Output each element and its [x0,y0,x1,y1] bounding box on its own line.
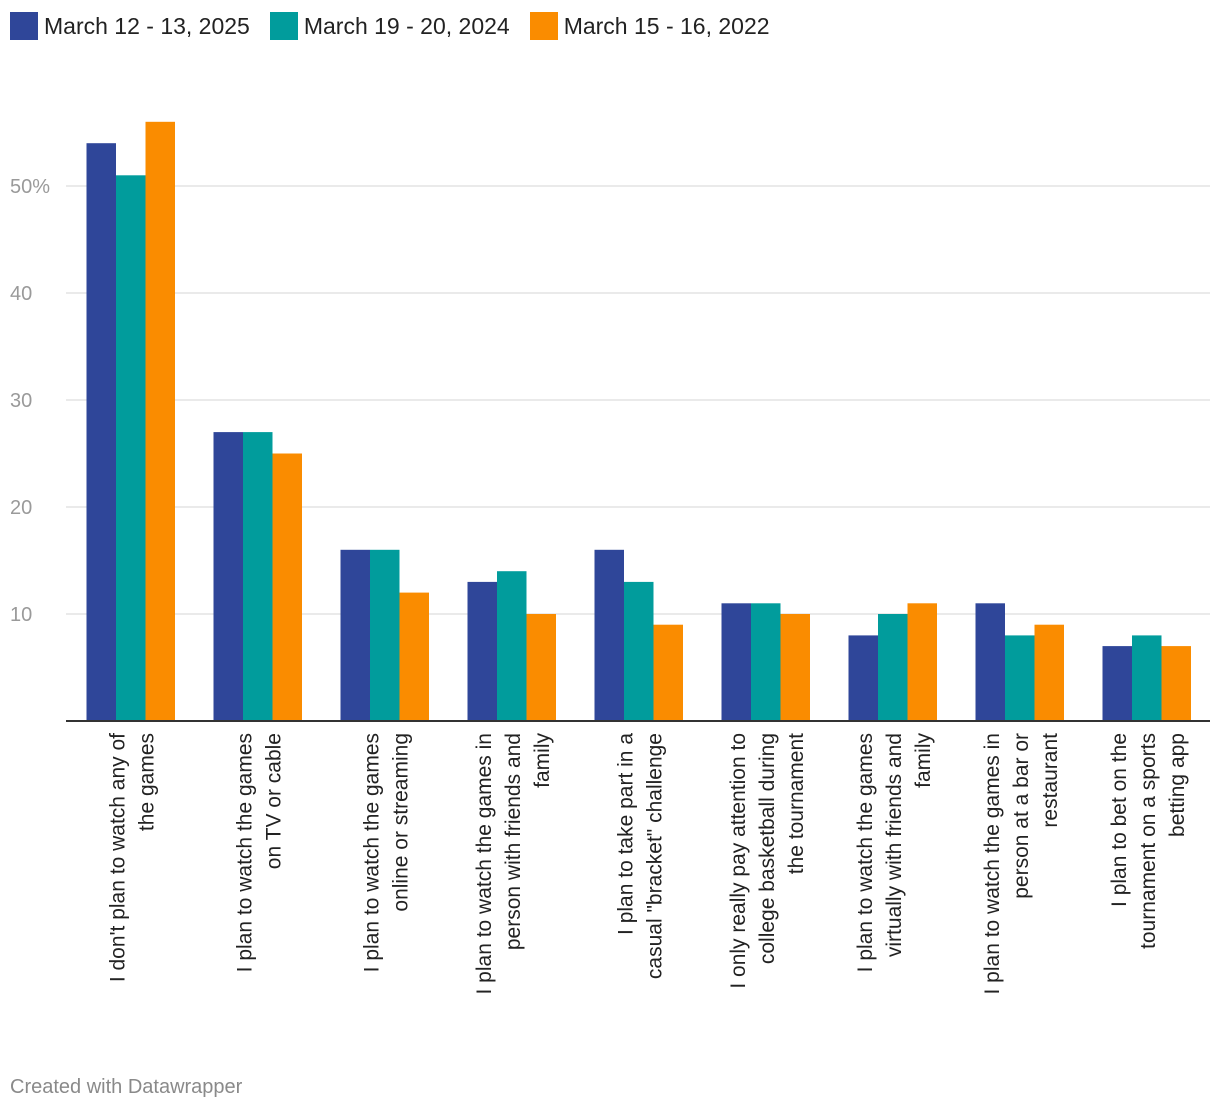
bar-cat5-series0 [721,603,751,721]
bar-cat1-series0 [213,432,243,721]
bar-cat7-series0 [975,603,1005,721]
bar-cat6-series2 [907,603,937,721]
x-category-label-3-line-0: I plan to watch the games in [473,733,496,995]
x-category-label-6-line-2: family [912,733,935,788]
legend-label-2022: March 15 - 16, 2022 [563,12,770,39]
x-category-label-5-line-0: I only really pay attention to [727,733,750,989]
legend-item-2022: March 15 - 16, 2022 [529,12,770,40]
bar-cat2-series1 [370,549,400,721]
bar-cat3-series2 [526,614,556,721]
x-category-label-8-line-0: I plan to bet on the [1108,733,1131,907]
x-category-label-4-line-1: casual "bracket" challenge [643,733,666,979]
bar-cat6-series1 [878,614,908,721]
bar-cat8-series2 [1161,646,1191,721]
x-category-label-3-line-1: person with friends and [502,733,525,950]
bar-cat4-series1 [624,581,654,721]
x-category-label-6-line-0: I plan to watch the games [854,733,877,972]
y-tick-label-3: 40 [10,283,32,305]
bar-cat8-series0 [1102,646,1132,721]
bar-cat0-series2 [145,121,175,722]
x-category-label-2-line-0: I plan to watch the games [360,733,383,972]
bar-cat1-series2 [272,453,302,721]
bar-cat8-series1 [1132,635,1162,721]
bar-cat5-series1 [751,603,781,721]
x-category-label-3-line-2: family [531,733,554,788]
y-tick-label-1: 20 [10,497,32,519]
bar-cat4-series2 [653,624,683,721]
x-category-label-6-line-1: virtually with friends and [883,733,906,957]
legend-label-2025: March 12 - 13, 2025 [44,12,250,39]
y-tick-label-2: 30 [10,390,32,412]
legend-item-2025: March 12 - 13, 2025 [10,12,250,40]
x-category-label-8-line-2: betting app [1166,733,1189,837]
chart-legend: March 12 - 13, 2025 March 19 - 20, 2024 … [10,10,790,42]
bar-cat6-series0 [848,635,878,721]
x-category-label-7-line-0: I plan to watch the games in [981,733,1004,995]
bar-cat1-series1 [243,432,273,721]
x-category-label-4-line-0: I plan to take part in a [614,733,637,935]
bar-cat4-series0 [594,549,624,721]
datawrapper-credit: Created with Datawrapper [10,1076,243,1098]
x-category-label-5-line-1: college basketball during [756,733,779,964]
bar-cat5-series2 [780,614,810,721]
x-category-label-1-line-1: on TV or cable [262,733,285,869]
y-tick-label-4: 50% [10,176,50,198]
bar-cat3-series0 [467,581,497,721]
legend-item-2024: March 19 - 20, 2024 [269,12,510,40]
bar-cat3-series1 [497,571,527,721]
legend-swatch-2024 [269,12,298,40]
y-tick-label-0: 10 [10,604,32,626]
bar-cat7-series1 [1005,635,1035,721]
x-category-label-0-line-1: the games [135,733,158,831]
x-category-label-5-line-2: the tournament [785,733,808,874]
x-category-label-7-line-2: restaurant [1039,733,1062,828]
x-category-label-0-line-0: I don't plan to watch any of [106,733,129,982]
legend-swatch-2022 [529,12,558,40]
legend-swatch-2025 [10,12,38,40]
bar-cat0-series1 [116,175,146,722]
bar-cat2-series2 [399,592,429,721]
x-category-label-1-line-0: I plan to watch the games [233,733,256,972]
bar-cat7-series2 [1034,624,1064,721]
bar-chart: 10 20 30 40 50% I don't plan to watch any of t… [10,121,1210,995]
bar-cat2-series0 [340,549,370,721]
x-category-label-8-line-1: tournament on a sports [1137,733,1160,949]
bar-cat0-series0 [86,143,116,721]
legend-label-2024: March 19 - 20, 2024 [303,12,510,39]
x-category-label-2-line-1: online or streaming [389,733,412,912]
x-category-label-7-line-1: person at a bar or [1010,733,1033,899]
